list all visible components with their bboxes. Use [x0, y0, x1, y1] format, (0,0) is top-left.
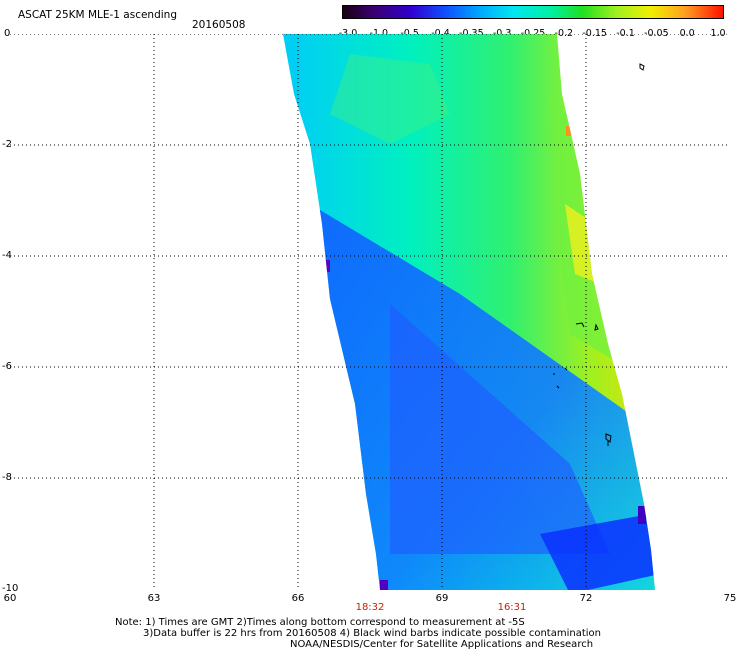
colorbar-tick-label: -0.1 — [616, 28, 635, 39]
colorbar-tick-label: -0.2 — [554, 28, 574, 39]
colorbar-tick-label: -0.25 — [520, 28, 546, 39]
y-tick-label: -4 — [2, 250, 12, 261]
x-tick-label: 60 — [3, 593, 17, 604]
note-line-2: 3)Data buffer is 22 hrs from 20160508 4)… — [143, 628, 601, 639]
x-tick-label: 66 — [291, 593, 305, 604]
x-tick-label: 69 — [435, 593, 449, 604]
y-tick-label: -2 — [2, 139, 12, 150]
x-tick-label: 75 — [723, 593, 737, 604]
swath-map — [10, 34, 730, 590]
colorbar-tick-label: 0.0 — [679, 28, 695, 39]
colorbar — [342, 5, 724, 19]
map-title: ASCAT 25KM MLE-1 ascending — [18, 9, 177, 21]
time-label-right: 16:31 — [497, 602, 527, 613]
map-date: 20160508 — [192, 19, 246, 31]
note-line-3: NOAA/NESDIS/Center for Satellite Applica… — [290, 639, 594, 650]
x-tick-label: 72 — [579, 593, 593, 604]
colorbar-tick-label: -0.4 — [431, 28, 450, 39]
y-tick-label: -6 — [2, 361, 12, 372]
note-line-1: Note: 1) Times are GMT 2)Times along bot… — [115, 617, 525, 628]
y-tick-label: -10 — [2, 583, 19, 594]
y-tick-label: -8 — [2, 472, 12, 483]
colorbar-tick-label: -3.0 — [338, 28, 358, 39]
time-label-left: 18:32 — [355, 602, 385, 613]
colorbar-tick-label: -0.05 — [644, 28, 669, 39]
x-tick-label: 63 — [147, 593, 161, 604]
colorbar-tick-label: -0.35 — [459, 28, 484, 39]
y-tick-label: 0 — [4, 28, 11, 39]
colorbar-tick-label: -0.5 — [400, 28, 419, 39]
